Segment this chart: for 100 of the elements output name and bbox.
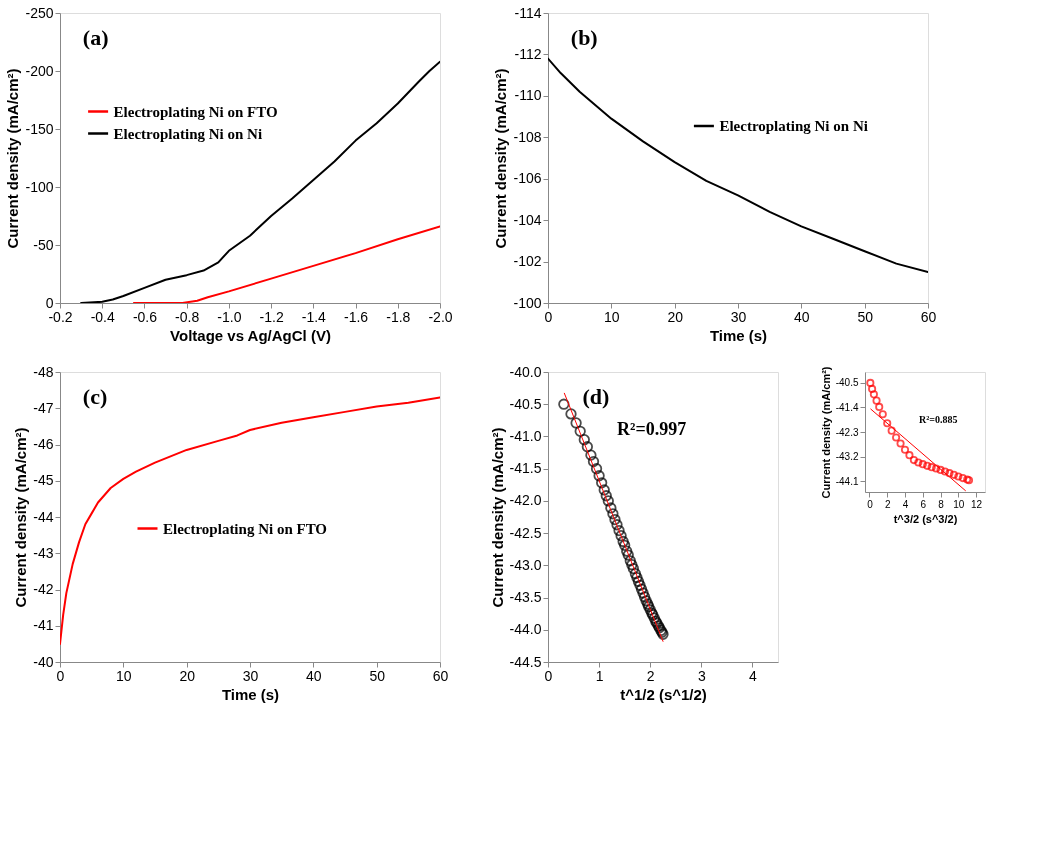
x-tick-label: 4: [749, 667, 758, 684]
legend-label: Electroplating Ni on Ni: [113, 125, 263, 142]
y-tick-label: 0: [45, 294, 54, 311]
x-tick-label: 8: [938, 498, 945, 510]
point: [600, 490, 612, 502]
point: [581, 441, 593, 453]
y-tick-label: -46: [33, 436, 54, 452]
point: [866, 378, 875, 387]
y-tick-label: -42: [33, 581, 54, 597]
point: [875, 402, 884, 411]
y-tick-label: -43.5: [509, 589, 542, 606]
point: [868, 384, 877, 393]
point: [619, 539, 631, 551]
x-tick-label: 6: [920, 498, 927, 510]
point: [869, 390, 878, 399]
x-tick-label: 60: [432, 667, 449, 684]
point: [627, 562, 639, 575]
x-tick-label: 40: [306, 667, 322, 684]
x-axis-title: Time (s): [221, 685, 280, 703]
y-tick-label: -40.5: [509, 395, 542, 412]
point: [892, 433, 901, 442]
y-tick-label: -200: [25, 62, 54, 79]
x-tick-label: 50: [369, 667, 386, 684]
y-axis-title: Current density (mA/cm²): [12, 427, 30, 608]
x-tick-label: -1.0: [217, 308, 242, 325]
point: [593, 470, 605, 482]
x-tick-label: -1.6: [343, 308, 369, 325]
x-tick-label: 60: [920, 308, 937, 325]
annotation: (d): [582, 383, 610, 409]
point: [598, 484, 610, 496]
y-tick-label: -44.1: [835, 475, 859, 487]
y-tick-label: -44.0: [509, 621, 542, 638]
y-axis-title: Current density (mA/cm²): [819, 366, 832, 499]
x-tick-label: -2.0: [428, 308, 453, 325]
point: [565, 408, 577, 420]
y-tick-label: -150: [25, 120, 54, 137]
y-tick-label: -112: [514, 45, 542, 62]
point: [585, 449, 597, 461]
x-tick-label: 30: [730, 308, 747, 325]
point: [596, 477, 608, 489]
x-tick-label: 12: [971, 498, 983, 510]
point: [634, 579, 646, 591]
x-tick-label: -0.8: [175, 308, 200, 325]
y-tick-label: -47: [33, 399, 54, 416]
point: [949, 470, 958, 479]
y-tick-label: -100: [513, 294, 542, 311]
x-axis-title: Voltage vs Ag/AgCl (V): [170, 326, 331, 344]
point: [570, 417, 582, 429]
x-axis-title: t^3/2 (s^3/2): [893, 512, 958, 525]
line-series: [548, 57, 928, 273]
x-tick-label: 20: [179, 667, 196, 684]
point: [954, 472, 963, 481]
point: [607, 508, 619, 520]
y-tick-label: -42.3: [835, 426, 859, 438]
point: [602, 495, 614, 507]
x-tick-label: 0: [56, 667, 65, 684]
point: [609, 513, 621, 526]
x-tick-label: 0: [544, 308, 553, 325]
x-tick-label: -1.4: [301, 308, 327, 325]
point: [887, 426, 896, 435]
line-series: [80, 60, 440, 303]
point: [638, 591, 651, 603]
x-tick-label: -0.4: [90, 308, 115, 325]
x-tick-label: 30: [242, 667, 259, 684]
y-tick-label: -44: [33, 508, 54, 525]
point: [626, 559, 638, 571]
x-tick-label: 0: [544, 667, 553, 684]
y-axis-title: Current density (mA/cm²): [4, 68, 22, 249]
y-tick-label: -43: [33, 544, 54, 561]
y-tick-label: -50: [33, 236, 54, 253]
point: [629, 568, 642, 580]
y-tick-label: -40: [33, 653, 54, 670]
y-tick-label: -45: [33, 472, 54, 489]
y-tick-label: -41.0: [509, 427, 542, 444]
point: [587, 455, 600, 468]
point: [905, 451, 914, 460]
x-tick-label: -0.6: [132, 308, 158, 325]
y-tick-label: -48: [33, 363, 54, 380]
x-tick-label: 40: [794, 308, 810, 325]
point: [932, 464, 941, 473]
x-tick-label: 2: [884, 498, 891, 510]
x-tick-label: 2: [646, 667, 655, 684]
annotation: R²=0.885: [919, 414, 958, 426]
y-tick-label: -100: [25, 178, 54, 195]
y-tick-label: -40.0: [509, 363, 542, 380]
point: [914, 458, 923, 467]
point: [918, 460, 927, 469]
y-tick-label: -104: [513, 211, 542, 228]
legend-label: Electroplating Ni on FTO: [163, 520, 328, 537]
point: [615, 530, 627, 542]
y-tick-label: -42.5: [509, 524, 542, 541]
point: [936, 465, 945, 474]
x-tick-label: 3: [697, 667, 706, 684]
point: [923, 461, 932, 470]
y-tick-label: -41.4: [835, 401, 859, 413]
point: [637, 587, 649, 599]
y-tick-label: -250: [25, 4, 54, 21]
point: [558, 398, 570, 410]
x-tick-label: -1.8: [386, 308, 411, 325]
point: [883, 419, 892, 428]
